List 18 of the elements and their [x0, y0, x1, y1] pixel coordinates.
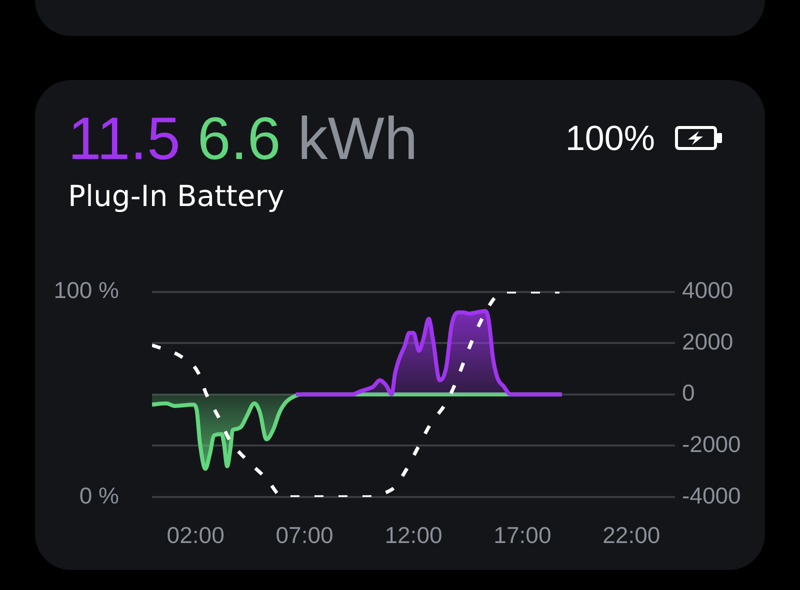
x-tick-label: 07:00: [276, 522, 334, 548]
x-tick-label: 12:00: [384, 522, 442, 548]
text: kWh: [298, 105, 418, 172]
y-tick-label: 0 %: [79, 482, 119, 508]
y2-tick-label: 4000: [682, 277, 734, 304]
line-series: [152, 292, 562, 497]
y2-tick-label: 2000: [682, 328, 734, 354]
x-tick-label: 17:00: [494, 522, 552, 548]
y2-tick-label: 0: [682, 380, 695, 406]
y2-tick-label: -2000: [682, 431, 741, 458]
text: 6.6: [197, 105, 281, 172]
x-tick-label: 02:00: [166, 522, 224, 548]
chart-title: Plug-In Battery: [68, 179, 284, 213]
y2-tick-label: -4000: [682, 482, 741, 508]
text: 100%: [565, 119, 655, 158]
x-tick-label: 22:00: [602, 522, 660, 548]
y-tick-label: 100 %: [54, 277, 119, 304]
text: 11.5: [68, 105, 180, 172]
